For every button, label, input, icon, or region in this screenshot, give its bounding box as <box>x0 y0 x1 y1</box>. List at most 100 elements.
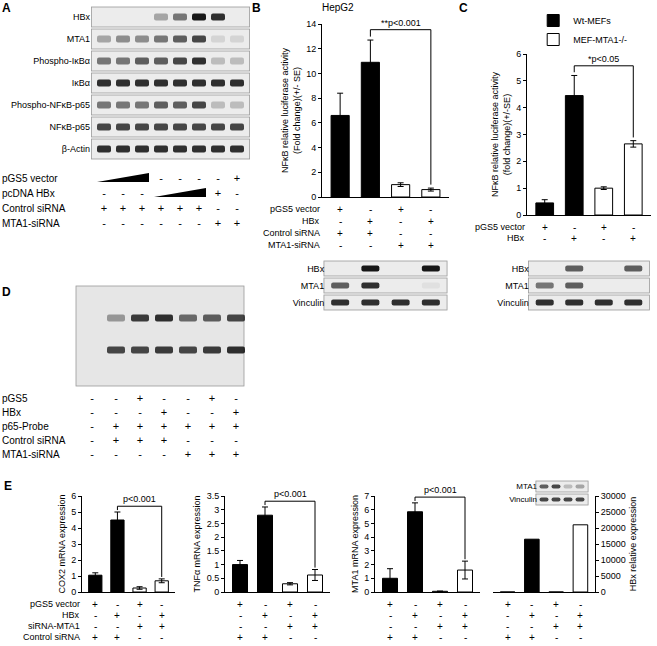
svg-text:+: + <box>505 632 511 643</box>
svg-text:2: 2 <box>311 167 316 177</box>
svg-text:-: - <box>114 392 118 404</box>
svg-text:-: - <box>116 599 119 610</box>
svg-text:-: - <box>210 406 214 418</box>
svg-text:+: + <box>387 599 393 610</box>
svg-text:MTA1 mRNA expression: MTA1 mRNA expression <box>350 495 360 593</box>
svg-text:-: - <box>159 217 163 229</box>
svg-text:0: 0 <box>364 587 369 597</box>
svg-text:+: + <box>412 632 418 643</box>
svg-text:-: - <box>369 240 372 251</box>
svg-text:-: - <box>429 228 432 239</box>
svg-text:+: + <box>92 599 98 610</box>
svg-text:Control siRNA: Control siRNA <box>2 435 66 446</box>
svg-text:0: 0 <box>516 210 521 220</box>
svg-text:-: - <box>216 172 220 184</box>
svg-text:*p<0.05: *p<0.05 <box>588 54 619 64</box>
svg-text:HBx: HBx <box>73 12 91 22</box>
svg-text:+: + <box>113 434 119 446</box>
svg-text:MTA1: MTA1 <box>505 281 528 291</box>
svg-text:-: - <box>579 599 582 610</box>
svg-text:+: + <box>234 172 240 184</box>
svg-text:+: + <box>287 621 293 632</box>
svg-text:siRNA-MTA1: siRNA-MTA1 <box>28 621 80 631</box>
svg-text:+: + <box>398 240 404 251</box>
svg-text:HBx relative expression: HBx relative expression <box>628 497 638 592</box>
svg-text:+: + <box>114 610 120 621</box>
svg-text:+: + <box>577 621 583 632</box>
svg-text:-: - <box>289 610 292 621</box>
svg-text:+: + <box>137 434 143 446</box>
svg-text:+: + <box>529 632 535 643</box>
svg-text:0: 0 <box>601 587 606 597</box>
svg-text:-: - <box>264 621 267 632</box>
svg-text:-: - <box>160 599 163 610</box>
svg-text:MTA1: MTA1 <box>67 34 90 44</box>
svg-text:-: - <box>414 621 417 632</box>
svg-text:-: - <box>543 233 546 244</box>
svg-text:+: + <box>161 434 167 446</box>
svg-text:-: - <box>178 172 182 184</box>
svg-text:+: + <box>215 217 221 229</box>
svg-text:8: 8 <box>311 93 316 103</box>
svg-text:-: - <box>138 406 142 418</box>
svg-text:HBx: HBx <box>2 407 21 418</box>
svg-text:-: - <box>138 632 141 643</box>
svg-text:HBx: HBx <box>307 264 325 274</box>
svg-text:+: + <box>159 621 165 632</box>
svg-text:NFκB relative luciferase activ: NFκB relative luciferase activity(fold c… <box>490 71 512 197</box>
svg-text:+: + <box>601 222 607 233</box>
svg-text:+: + <box>113 420 119 432</box>
svg-text:MTA1: MTA1 <box>516 482 537 491</box>
svg-text:-: - <box>197 172 201 184</box>
svg-text:+: + <box>387 632 393 643</box>
svg-text:-: - <box>121 217 125 229</box>
svg-text:+: + <box>137 599 143 610</box>
svg-text:-: - <box>399 228 402 239</box>
svg-text:+: + <box>367 216 373 227</box>
svg-text:HBx: HBx <box>512 264 530 274</box>
svg-text:+: + <box>196 202 202 214</box>
svg-text:-: - <box>414 599 417 610</box>
svg-text:-: - <box>102 217 106 229</box>
svg-text:-: - <box>186 392 190 404</box>
svg-text:-: - <box>389 610 392 621</box>
svg-text:-: - <box>178 217 182 229</box>
svg-text:p<0.001: p<0.001 <box>123 494 156 504</box>
svg-text:+: + <box>177 202 183 214</box>
svg-text:HBx: HBx <box>507 233 525 243</box>
svg-text:6: 6 <box>311 118 316 128</box>
svg-text:-: - <box>102 187 106 199</box>
svg-text:-: - <box>439 610 442 621</box>
svg-text:C: C <box>459 1 468 15</box>
svg-text:pGS5 vector: pGS5 vector <box>30 599 80 609</box>
svg-text:-: - <box>235 202 239 214</box>
svg-text:-: - <box>506 610 509 621</box>
svg-text:-: - <box>234 434 238 446</box>
svg-text:-: - <box>197 217 201 229</box>
svg-text:Vinculin: Vinculin <box>509 495 537 504</box>
svg-text:-: - <box>555 610 558 621</box>
svg-text:10: 10 <box>306 69 316 79</box>
svg-text:+: + <box>137 621 143 632</box>
svg-text:-: - <box>602 233 605 244</box>
svg-text:-: - <box>264 599 267 610</box>
svg-text:-: - <box>632 222 635 233</box>
svg-text:+: + <box>185 448 191 460</box>
svg-text:+: + <box>137 420 143 432</box>
svg-text:IκBα: IκBα <box>72 78 90 88</box>
svg-text:Vinculin: Vinculin <box>293 298 324 308</box>
svg-text:1: 1 <box>364 573 369 583</box>
svg-text:+: + <box>209 392 215 404</box>
svg-text:+: + <box>233 406 239 418</box>
svg-text:5: 5 <box>516 76 521 86</box>
svg-text:+: + <box>209 420 215 432</box>
svg-text:β-Actin: β-Actin <box>62 144 90 154</box>
svg-text:**p<0.001: **p<0.001 <box>381 18 421 28</box>
svg-text:1.5: 1.5 <box>207 546 220 556</box>
svg-text:-: - <box>162 448 166 460</box>
svg-text:4: 4 <box>364 532 369 542</box>
svg-text:0: 0 <box>311 192 316 202</box>
svg-text:+: + <box>158 202 164 214</box>
svg-text:-: - <box>210 434 214 446</box>
svg-text:-: - <box>573 222 576 233</box>
